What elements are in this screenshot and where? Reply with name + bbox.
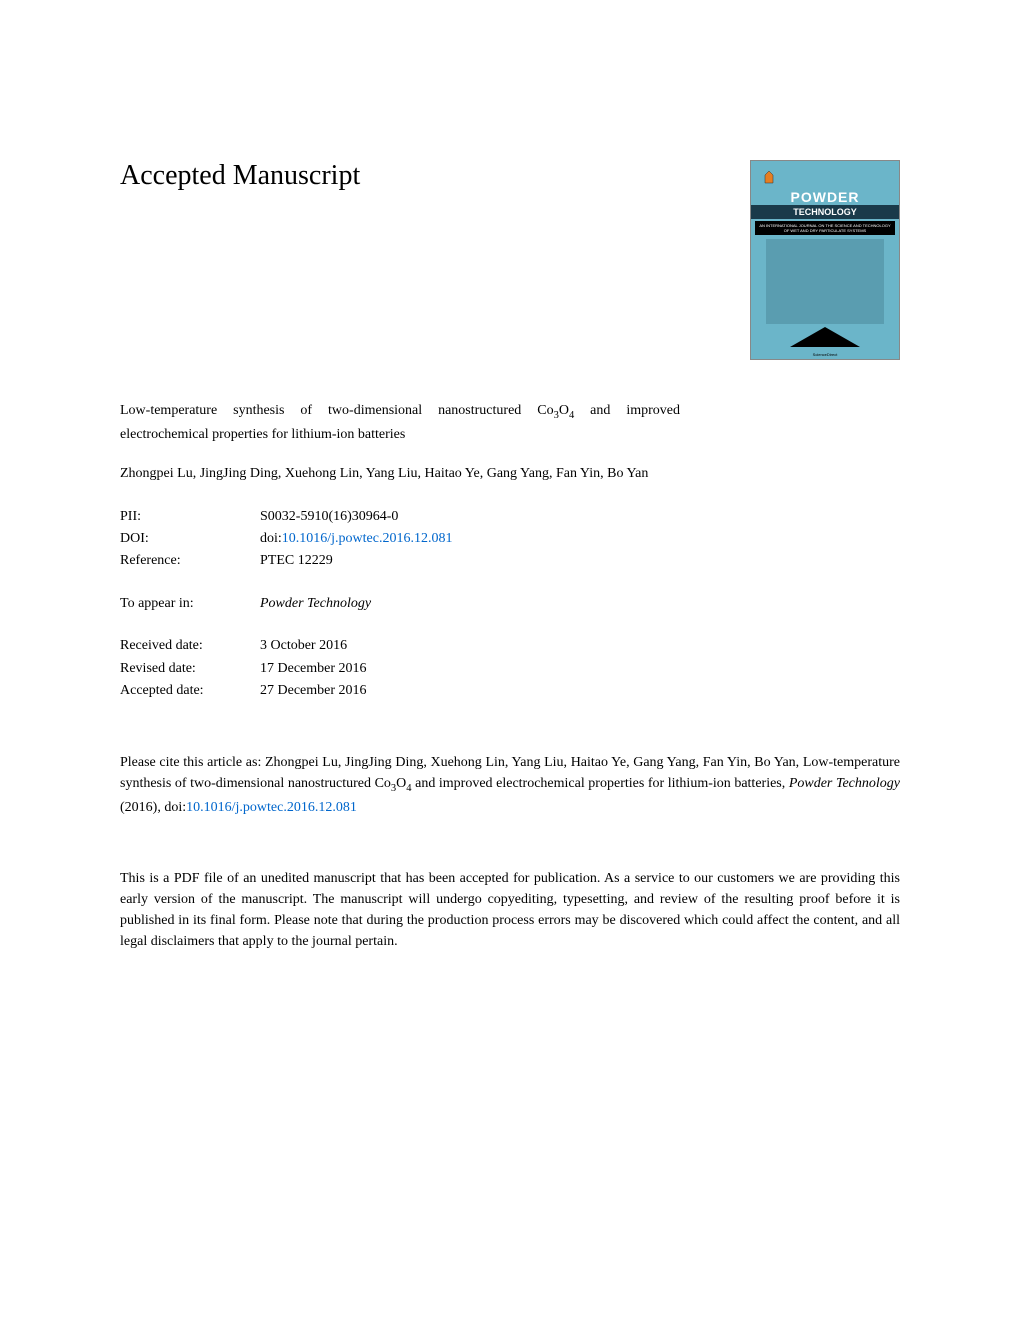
appear-label: To appear in: [120,593,260,615]
doi-prefix: doi: [260,531,282,546]
metadata-row-pii: PII: S0032-5910(16)30964-0 [120,506,900,528]
citation-mid: O [396,776,406,791]
cover-image-placeholder [766,239,884,324]
citation-text: Please cite this article as: Zhongpei Lu… [120,752,900,818]
citation-doi-link[interactable]: 10.1016/j.powtec.2016.12.081 [186,800,357,815]
title-text: Low-temperature synthesis of two-dimensi… [120,403,554,418]
metadata-row-doi: DOI: doi:10.1016/j.powtec.2016.12.081 [120,528,900,550]
metadata-row-received: Received date: 3 October 2016 [120,635,900,657]
pii-value: S0032-5910(16)30964-0 [260,506,398,528]
metadata-row-reference: Reference: PTEC 12229 [120,550,900,572]
elsevier-logo-icon [759,169,779,189]
accepted-label: Accepted date: [120,680,260,702]
page-title: Accepted Manuscript [120,160,360,192]
citation-mid: and improved electrochemical properties … [412,776,789,791]
metadata-row-appear: To appear in: Powder Technology [120,593,900,615]
metadata-appear: To appear in: Powder Technology [120,593,900,615]
article-title: Low-temperature synthesis of two-dimensi… [120,400,680,445]
pii-label: PII: [120,506,260,528]
cover-journal-sub: TECHNOLOGY [751,205,899,219]
cover-journal-name: POWDER [751,189,899,205]
journal-cover-thumbnail: POWDER TECHNOLOGY AN INTERNATIONAL JOURN… [750,160,900,360]
reference-value: PTEC 12229 [260,550,333,572]
title-text: O [559,403,569,418]
doi-value: doi:10.1016/j.powtec.2016.12.081 [260,528,453,550]
accepted-value: 27 December 2016 [260,680,367,702]
metadata-row-revised: Revised date: 17 December 2016 [120,658,900,680]
disclaimer-text: This is a PDF file of an unedited manusc… [120,868,900,952]
doi-link[interactable]: 10.1016/j.powtec.2016.12.081 [282,531,453,546]
citation-year: (2016), doi: [120,800,186,815]
appear-value: Powder Technology [260,593,371,615]
revised-label: Revised date: [120,658,260,680]
revised-value: 17 December 2016 [260,658,367,680]
reference-label: Reference: [120,550,260,572]
received-value: 3 October 2016 [260,635,347,657]
header-row: Accepted Manuscript POWDER TECHNOLOGY AN… [120,160,900,360]
cover-tagline: AN INTERNATIONAL JOURNAL ON THE SCIENCE … [755,221,895,235]
doi-label: DOI: [120,528,260,550]
citation-journal: Powder Technology [789,776,900,791]
authors-list: Zhongpei Lu, JingJing Ding, Xuehong Lin,… [120,463,680,484]
cover-triangle-icon [790,327,860,347]
metadata-dates: Received date: 3 October 2016 Revised da… [120,635,900,702]
metadata-row-accepted: Accepted date: 27 December 2016 [120,680,900,702]
received-label: Received date: [120,635,260,657]
metadata-table: PII: S0032-5910(16)30964-0 DOI: doi:10.1… [120,506,900,573]
cover-footer: ScienceDirect [751,352,899,357]
